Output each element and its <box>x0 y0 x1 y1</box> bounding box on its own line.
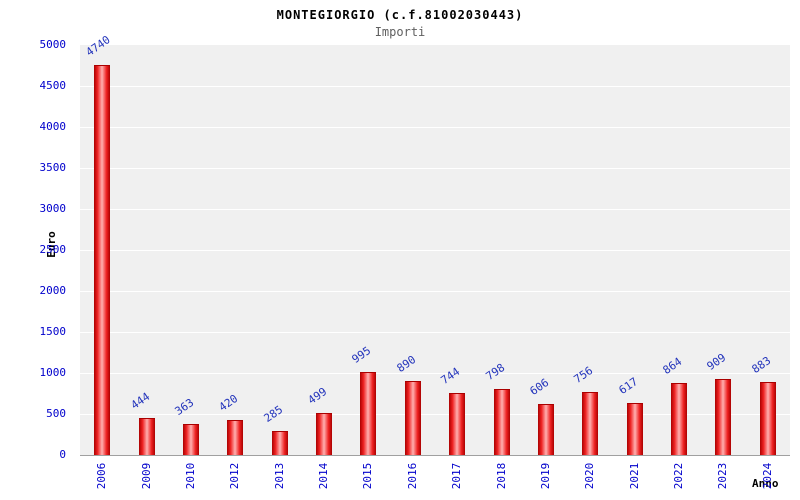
y-tick-label: 3000 <box>39 202 67 215</box>
gridline <box>80 127 790 128</box>
bar <box>493 388 510 455</box>
x-tick-label: 2012 <box>228 462 242 490</box>
bar <box>537 404 554 455</box>
x-tick-label: 2010 <box>183 462 197 490</box>
bar <box>404 381 421 455</box>
x-tick-label: 2017 <box>450 462 464 490</box>
y-tick-label: 500 <box>46 407 66 420</box>
x-tick-label: 2020 <box>583 462 597 490</box>
bar <box>227 419 244 455</box>
x-tick-label: 2023 <box>716 462 730 490</box>
x-tick-label: 2013 <box>272 462 286 490</box>
x-tick-label: 2016 <box>405 462 419 490</box>
y-tick-label: 1000 <box>39 366 67 379</box>
y-tick-label: 4000 <box>39 120 67 133</box>
x-tick-label: 2009 <box>139 462 153 490</box>
x-tick-label: 2021 <box>627 462 641 490</box>
gridline <box>80 86 790 87</box>
x-tick-label: 2006 <box>95 462 109 490</box>
bar <box>715 379 732 455</box>
gridline <box>80 209 790 210</box>
y-tick-label: 0 <box>59 448 66 461</box>
bar <box>360 372 377 455</box>
y-tick-label: 2000 <box>39 284 67 297</box>
gridline <box>80 250 790 251</box>
x-tick-label: 2015 <box>361 462 375 490</box>
x-axis-title: Anno <box>752 477 779 490</box>
bar <box>759 381 776 455</box>
gridline <box>80 414 790 415</box>
y-tick-label: 5000 <box>39 38 67 51</box>
bar <box>449 393 466 455</box>
bar <box>94 65 111 455</box>
bar <box>271 430 288 455</box>
x-tick-label: 2014 <box>317 462 331 490</box>
x-tick-label: 2018 <box>494 462 508 490</box>
y-tick-label: 2500 <box>39 243 67 256</box>
y-tick-label: 3500 <box>39 161 67 174</box>
bar <box>182 424 199 455</box>
y-tick-label: 4500 <box>39 79 67 92</box>
gridline <box>80 332 790 333</box>
bar <box>582 392 599 455</box>
gridline <box>80 291 790 292</box>
gridline <box>80 373 790 374</box>
x-tick-label: 2022 <box>672 462 686 490</box>
chart-subtitle: Importi <box>374 25 426 39</box>
x-tick-label: 2019 <box>538 462 552 490</box>
y-tick-label: 1500 <box>39 325 67 338</box>
gridline <box>80 168 790 169</box>
bar <box>316 413 333 455</box>
plot-area <box>80 45 790 456</box>
bar <box>671 383 688 455</box>
bar <box>138 417 155 455</box>
bar <box>626 403 643 455</box>
x-tick-label: 2024 <box>760 462 774 490</box>
chart-title: MONTEGIORGIO (c.f.81002030443) <box>276 8 524 22</box>
